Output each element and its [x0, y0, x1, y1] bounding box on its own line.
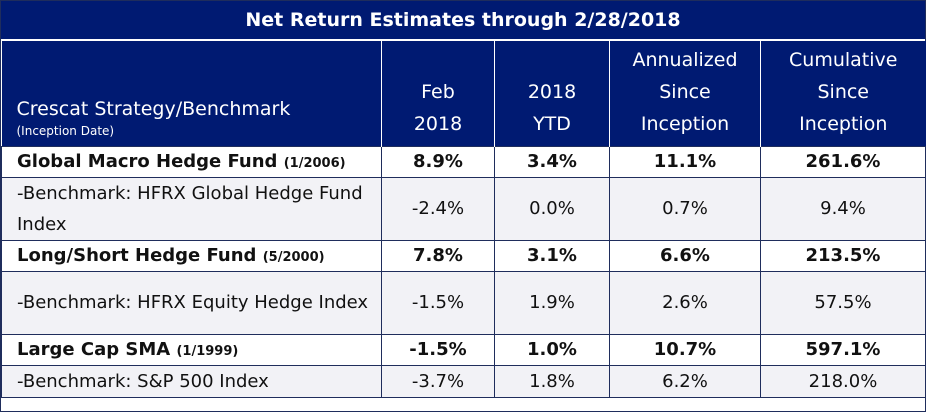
cell-cumulative: 9.4%	[760, 176, 926, 241]
header-cumulative: Cumulative Since Inception	[760, 41, 926, 146]
header-row: Crescat Strategy/Benchmark (Inception Da…	[1, 41, 926, 146]
cell-cumulative: 218.0%	[760, 364, 926, 398]
header-cumulative-line: Since	[817, 80, 870, 103]
header-annualized-line: Annualized	[632, 48, 738, 71]
table-row-large-cap-sma: Large Cap SMA (1/1999) -1.5% 1.0% 10.7% …	[1, 333, 926, 366]
header-2018-ytd-line: YTD	[533, 112, 571, 135]
table-row-global-macro: Global Macro Hedge Fund (1/2006) 8.9% 3.…	[1, 145, 926, 178]
header-feb-2018-line: 2018	[413, 112, 463, 135]
cell-feb-2018: -1.5%	[381, 270, 495, 335]
row-name: Long/Short Hedge Fund (5/2000)	[1, 239, 382, 272]
row-name-text: Long/Short Hedge Fund	[17, 245, 257, 266]
cell-2018-ytd: 1.0%	[494, 333, 610, 366]
cell-2018-ytd: 0.0%	[494, 176, 610, 241]
header-feb-2018: Feb 2018	[381, 41, 495, 146]
row-inception-date: (5/2000)	[262, 250, 325, 265]
cell-annualized: 0.7%	[609, 176, 761, 241]
cell-cumulative: 213.5%	[760, 239, 926, 272]
table-row-long-short: Long/Short Hedge Fund (5/2000) 7.8% 3.1%…	[1, 239, 926, 272]
row-name: -Benchmark: S&P 500 Index	[1, 364, 382, 398]
cell-annualized: 11.1%	[609, 145, 761, 178]
header-2018-ytd: 2018 YTD	[494, 41, 610, 146]
cell-feb-2018: 7.8%	[381, 239, 495, 272]
row-name-text: Global Macro Hedge Fund	[17, 151, 278, 172]
row-name-text: Large Cap SMA	[17, 339, 171, 360]
header-inception-label: (Inception Date)	[16, 123, 115, 138]
cell-annualized: 2.6%	[609, 270, 761, 335]
header-strategy-label: Crescat Strategy/Benchmark	[16, 97, 291, 120]
cell-cumulative: 57.5%	[760, 270, 926, 335]
table-row-sp500-benchmark: -Benchmark: S&P 500 Index -3.7% 1.8% 6.2…	[1, 364, 926, 398]
header-cumulative-line: Inception	[799, 112, 888, 135]
header-strategy: Crescat Strategy/Benchmark (Inception Da…	[1, 41, 382, 146]
cell-2018-ytd: 1.8%	[494, 364, 610, 398]
header-annualized: Annualized Since Inception	[609, 41, 761, 146]
cell-feb-2018: 8.9%	[381, 145, 495, 178]
cell-cumulative: 597.1%	[760, 333, 926, 366]
cell-annualized: 10.7%	[609, 333, 761, 366]
row-name: -Benchmark: HFRX Equity Hedge Index	[1, 270, 382, 335]
header-2018-ytd-line: 2018	[527, 80, 577, 103]
cell-2018-ytd: 1.9%	[494, 270, 610, 335]
header-annualized-line: Since	[659, 80, 711, 103]
cell-feb-2018: -1.5%	[381, 333, 495, 366]
cell-2018-ytd: 3.4%	[494, 145, 610, 178]
cell-feb-2018: -3.7%	[381, 364, 495, 398]
cell-annualized: 6.6%	[609, 239, 761, 272]
header-feb-2018-line: Feb	[421, 80, 455, 103]
returns-table: Crescat Strategy/Benchmark (Inception Da…	[1, 41, 926, 398]
cell-2018-ytd: 3.1%	[494, 239, 610, 272]
cell-annualized: 6.2%	[609, 364, 761, 398]
cell-cumulative: 261.6%	[760, 145, 926, 178]
row-inception-date: (1/1999)	[176, 344, 239, 359]
table-row-hfrx-equity-benchmark: -Benchmark: HFRX Equity Hedge Index -1.5…	[1, 270, 926, 335]
header-cumulative-line: Cumulative	[789, 48, 898, 71]
row-inception-date: (1/2006)	[283, 156, 346, 171]
table-title: Net Return Estimates through 2/28/2018	[1, 1, 925, 41]
row-name: Global Macro Hedge Fund (1/2006)	[1, 145, 382, 178]
row-name: Large Cap SMA (1/1999)	[1, 333, 382, 366]
cell-feb-2018: -2.4%	[381, 176, 495, 241]
header-annualized-line: Inception	[640, 112, 730, 135]
row-name: -Benchmark: HFRX Global Hedge Fund Index	[1, 176, 382, 241]
table-row-hfrx-global-benchmark: -Benchmark: HFRX Global Hedge Fund Index…	[1, 176, 926, 241]
